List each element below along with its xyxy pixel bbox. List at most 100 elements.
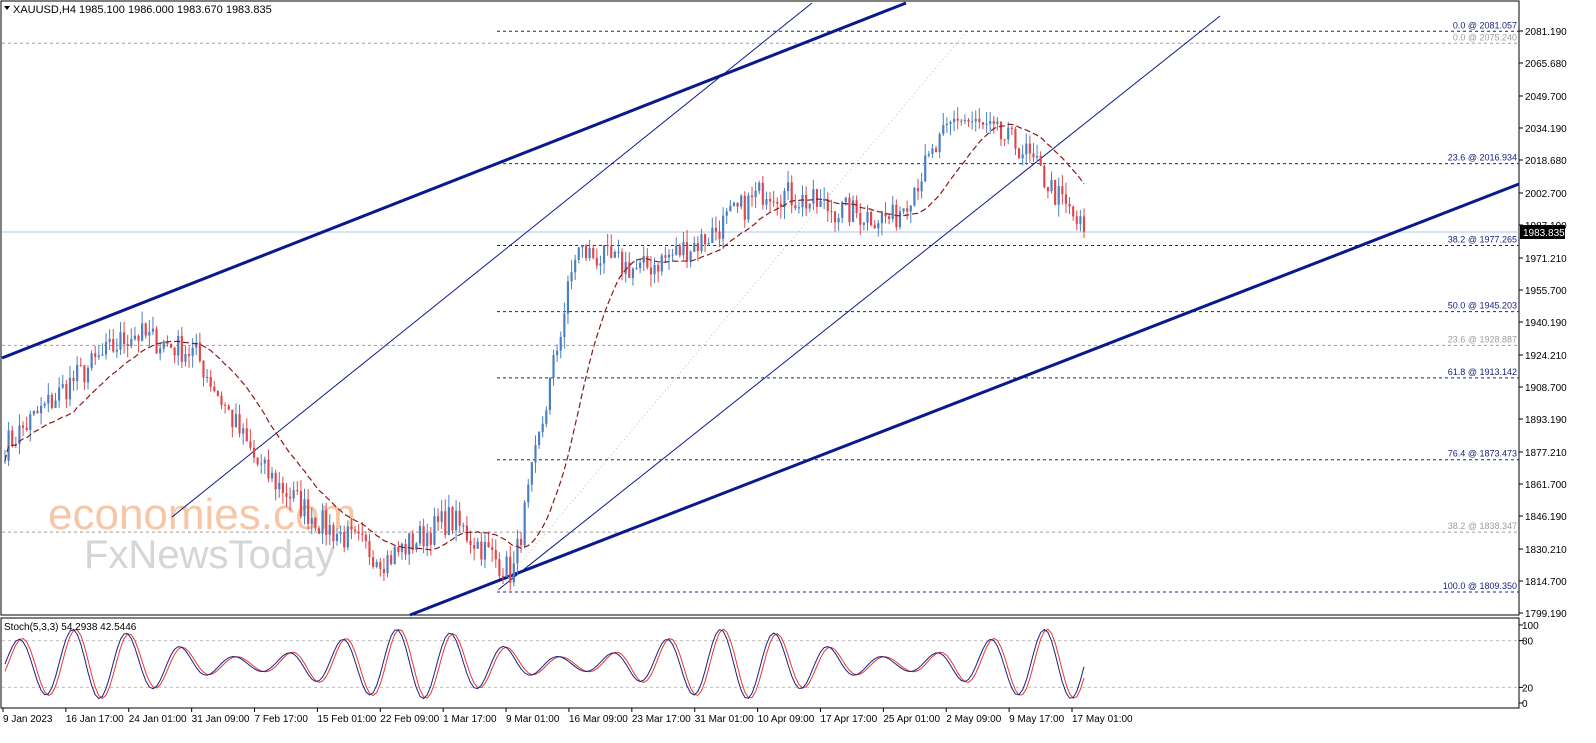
candle-body bbox=[931, 148, 934, 154]
time-tick-label: 15 Feb 01:00 bbox=[317, 714, 376, 725]
candle-body bbox=[1017, 148, 1021, 159]
candle-body bbox=[1028, 143, 1031, 154]
price-tick-label: 2002.700 bbox=[1525, 189, 1567, 200]
candle-body bbox=[187, 353, 191, 356]
price-tick-label: 1924.210 bbox=[1525, 351, 1567, 362]
candle-body bbox=[440, 511, 443, 522]
candle-body bbox=[238, 414, 241, 434]
candle-body bbox=[353, 529, 357, 532]
candle-body bbox=[613, 251, 616, 258]
candle-body bbox=[242, 428, 245, 434]
candle-body bbox=[307, 499, 310, 524]
candle-body bbox=[104, 341, 108, 355]
candle-body bbox=[657, 265, 660, 272]
price-tick-label: 1814.700 bbox=[1525, 577, 1567, 588]
candle-body bbox=[823, 199, 826, 201]
candle-body bbox=[801, 194, 804, 208]
symbol-dropdown-icon[interactable] bbox=[4, 6, 10, 10]
candle-body bbox=[1068, 203, 1071, 207]
candle-body bbox=[523, 502, 526, 546]
candle-body bbox=[469, 540, 472, 546]
candle-body bbox=[162, 341, 165, 349]
candle-body bbox=[898, 211, 902, 227]
candle-body bbox=[790, 182, 793, 206]
candle-body bbox=[714, 227, 717, 232]
channel-lower-thick-line bbox=[409, 182, 1520, 617]
candle-body bbox=[50, 394, 53, 408]
candle-body bbox=[473, 545, 476, 549]
candle-body bbox=[54, 400, 57, 408]
candle-body bbox=[7, 430, 10, 461]
price-tick-label: 2018.680 bbox=[1525, 156, 1567, 167]
candle-body bbox=[830, 211, 833, 213]
candle-body bbox=[169, 343, 173, 348]
candle-body bbox=[209, 376, 212, 387]
time-tick-label: 22 Feb 09:00 bbox=[380, 714, 439, 725]
candle-body bbox=[519, 538, 523, 546]
candle-body bbox=[68, 377, 72, 400]
candle-body bbox=[263, 459, 266, 464]
trendlines bbox=[1, 1, 1520, 617]
time-tick-label: 25 Apr 01:00 bbox=[883, 714, 940, 725]
candle-body bbox=[476, 541, 479, 549]
stochastic-frame bbox=[0, 617, 1520, 709]
candle-body bbox=[115, 349, 118, 352]
candle-body bbox=[393, 546, 396, 565]
candle-body bbox=[599, 263, 602, 266]
candle-body bbox=[436, 516, 440, 522]
candle-body bbox=[862, 222, 865, 225]
time-tick-label: 9 Mar 01:00 bbox=[506, 714, 560, 725]
candle-body bbox=[642, 255, 645, 263]
stoch-tick-label: 0 bbox=[1522, 699, 1528, 710]
candle-body bbox=[776, 201, 779, 204]
channel-thin-lower-line bbox=[497, 15, 1221, 591]
candle-body bbox=[289, 496, 292, 499]
candle-body bbox=[527, 484, 530, 503]
time-tick-label: 1 Mar 17:00 bbox=[443, 714, 497, 725]
candle-body bbox=[216, 391, 219, 396]
price-tick-label: 2081.190 bbox=[1525, 27, 1567, 38]
candlestick-series bbox=[3, 107, 1086, 591]
stoch-tick-label: 100 bbox=[1522, 621, 1539, 632]
candle-body bbox=[664, 255, 667, 258]
candle-body bbox=[426, 533, 429, 547]
candle-body bbox=[61, 384, 64, 388]
candle-body bbox=[126, 343, 129, 347]
candle-body bbox=[274, 472, 277, 490]
candle-body bbox=[455, 510, 458, 531]
candle-body bbox=[682, 242, 685, 256]
time-axis: 9 Jan 2023 16 Jan 17:00 24 Jan 01:00 31 Jan… bbox=[2, 708, 1133, 725]
candle-body bbox=[805, 194, 808, 209]
candle-body bbox=[826, 199, 829, 212]
candle-body bbox=[1043, 165, 1046, 188]
stochastic-signal-line bbox=[4, 628, 1085, 700]
candle-body bbox=[851, 200, 855, 223]
candle-body bbox=[487, 541, 490, 548]
candle-body bbox=[159, 348, 162, 354]
candle-body bbox=[859, 212, 862, 225]
candle-body bbox=[418, 526, 422, 544]
candle-body bbox=[177, 335, 180, 356]
candle-body bbox=[848, 197, 851, 223]
candle-body bbox=[732, 202, 736, 206]
price-tick-label: 1799.190 bbox=[1525, 609, 1567, 620]
candle-body bbox=[444, 511, 447, 535]
candle-body bbox=[386, 555, 389, 574]
candle-body bbox=[303, 499, 306, 517]
candle-body bbox=[877, 223, 880, 229]
candle-body bbox=[1050, 179, 1053, 192]
candle-body bbox=[180, 335, 183, 362]
price-tick-label: 1940.190 bbox=[1525, 318, 1567, 329]
candle-body bbox=[397, 546, 400, 552]
stochastic-axis: 100 80 20 0 bbox=[1519, 621, 1539, 710]
candle-body bbox=[1039, 155, 1042, 166]
candle-body bbox=[65, 384, 68, 400]
candle-body bbox=[415, 543, 418, 550]
candle-body bbox=[79, 365, 82, 367]
candle-body bbox=[541, 423, 544, 433]
price-tick-label: 2034.190 bbox=[1525, 124, 1567, 135]
candle-body bbox=[1072, 206, 1075, 217]
candle-body bbox=[888, 216, 891, 220]
candle-body bbox=[90, 353, 93, 369]
